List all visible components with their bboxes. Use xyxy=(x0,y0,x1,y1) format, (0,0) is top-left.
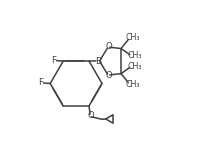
Text: B: B xyxy=(95,57,101,66)
Text: CH₃: CH₃ xyxy=(127,62,142,71)
Text: CH₃: CH₃ xyxy=(125,33,140,42)
Text: F: F xyxy=(38,78,43,88)
Text: O: O xyxy=(105,42,112,51)
Text: CH₃: CH₃ xyxy=(125,80,140,89)
Text: O: O xyxy=(105,71,112,80)
Text: CH₃: CH₃ xyxy=(127,51,142,60)
Text: O: O xyxy=(87,111,94,120)
Text: F: F xyxy=(51,56,56,65)
